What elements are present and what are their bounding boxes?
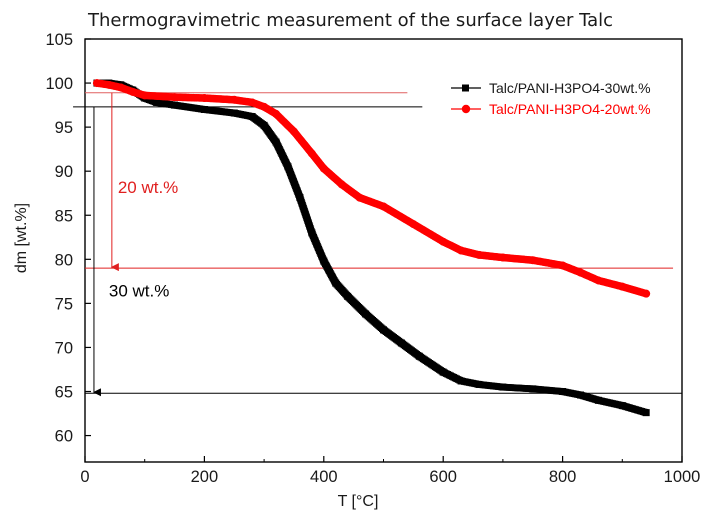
y-tick-label: 105 bbox=[45, 31, 73, 49]
x-tick-label: 800 bbox=[549, 468, 577, 486]
y-tick-label: 75 bbox=[55, 295, 73, 313]
legend-marker bbox=[461, 104, 471, 114]
y-tick-label: 60 bbox=[55, 428, 73, 446]
series-marker bbox=[642, 409, 650, 416]
annotations: 20 wt.% 30 wt.% bbox=[92, 92, 178, 397]
y-axis-label: dm [wt.%] bbox=[13, 203, 30, 273]
series-black bbox=[93, 79, 650, 417]
legend-label: Talc/PANI-H3PO4-20wt.% bbox=[489, 101, 651, 117]
y-tick-label: 70 bbox=[55, 339, 73, 357]
legend: Talc/PANI-H3PO4-30wt.% Talc/PANI-H3PO4-20… bbox=[451, 80, 651, 117]
y-tick-label: 85 bbox=[55, 207, 73, 225]
annotation-label: 30 wt.% bbox=[109, 281, 169, 300]
y-tick-label: 90 bbox=[55, 163, 73, 181]
x-tick-label: 0 bbox=[80, 468, 89, 486]
x-tick-label: 600 bbox=[429, 468, 457, 486]
series-layer bbox=[92, 79, 651, 417]
y-tick-label: 80 bbox=[55, 251, 73, 269]
x-axis-label: T [°C] bbox=[338, 493, 379, 510]
axes: 0 200 400 600 800 1000 60 65 70 75 80 85 90 95 100 105 bbox=[45, 31, 700, 486]
series-marker bbox=[642, 289, 650, 298]
y-tick-label: 65 bbox=[55, 384, 73, 402]
legend-marker bbox=[462, 84, 469, 92]
series-red bbox=[92, 79, 651, 298]
chart-title: Thermogravimetric measurement of the sur… bbox=[87, 10, 613, 31]
y-tick-label: 95 bbox=[55, 119, 73, 137]
y-tick-label: 100 bbox=[45, 75, 73, 93]
reference-lines bbox=[73, 92, 682, 394]
annotation-label: 20 wt.% bbox=[118, 178, 178, 197]
legend-label: Talc/PANI-H3PO4-30wt.% bbox=[489, 80, 651, 96]
x-tick-label: 200 bbox=[191, 468, 219, 486]
x-tick-label: 1000 bbox=[664, 468, 701, 486]
x-tick-label: 400 bbox=[310, 468, 338, 486]
